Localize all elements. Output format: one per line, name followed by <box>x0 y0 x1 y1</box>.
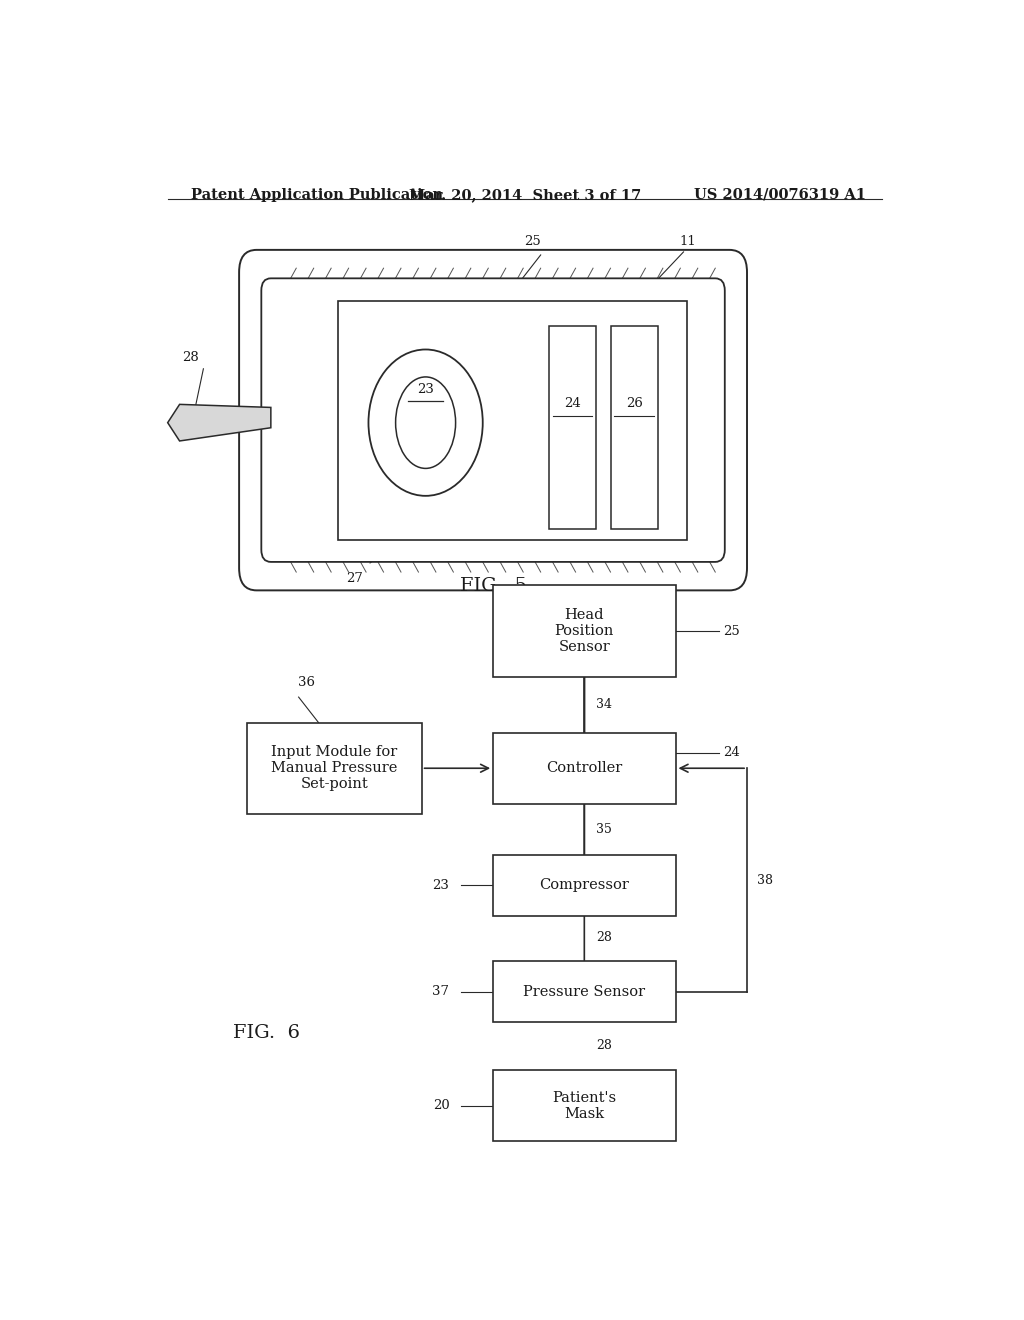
Text: 25: 25 <box>723 624 740 638</box>
Text: 35: 35 <box>596 822 612 836</box>
Text: 34: 34 <box>596 698 612 710</box>
Text: US 2014/0076319 A1: US 2014/0076319 A1 <box>694 187 866 202</box>
Text: 36: 36 <box>298 676 315 689</box>
FancyBboxPatch shape <box>261 279 725 562</box>
Text: 26: 26 <box>626 397 643 409</box>
Text: 28: 28 <box>596 932 612 945</box>
Text: 38: 38 <box>757 874 772 887</box>
Text: 28: 28 <box>182 351 199 364</box>
Bar <box>494 585 676 677</box>
Bar <box>494 1071 676 1142</box>
Text: FIG.  6: FIG. 6 <box>233 1024 300 1043</box>
Text: Input Module for
Manual Pressure
Set-point: Input Module for Manual Pressure Set-poi… <box>271 744 397 792</box>
Ellipse shape <box>395 378 456 469</box>
Text: 24: 24 <box>723 747 740 759</box>
Bar <box>494 854 676 916</box>
Text: FIG.  5: FIG. 5 <box>460 577 526 595</box>
Text: 23: 23 <box>432 879 450 891</box>
Text: 24: 24 <box>564 397 581 409</box>
Text: Compressor: Compressor <box>540 878 630 892</box>
Text: 20: 20 <box>433 1100 450 1113</box>
Circle shape <box>369 350 482 496</box>
Text: 25: 25 <box>524 235 541 248</box>
Text: Controller: Controller <box>546 762 623 775</box>
Text: 27: 27 <box>346 572 364 585</box>
Text: 28: 28 <box>596 1039 612 1052</box>
Text: Patient's
Mask: Patient's Mask <box>552 1090 616 1121</box>
Bar <box>549 326 596 529</box>
Bar <box>494 733 676 804</box>
Text: 11: 11 <box>680 235 696 248</box>
Text: Head
Position
Sensor: Head Position Sensor <box>555 607 614 655</box>
Bar <box>610 326 658 529</box>
Bar <box>338 301 687 540</box>
Text: Mar. 20, 2014  Sheet 3 of 17: Mar. 20, 2014 Sheet 3 of 17 <box>409 187 641 202</box>
Polygon shape <box>168 404 270 441</box>
Text: Patent Application Publication: Patent Application Publication <box>191 187 443 202</box>
Bar <box>247 722 422 814</box>
Bar <box>494 961 676 1022</box>
Text: 37: 37 <box>432 985 450 998</box>
FancyBboxPatch shape <box>240 249 748 590</box>
Text: Pressure Sensor: Pressure Sensor <box>523 985 645 999</box>
Text: 23: 23 <box>417 383 434 396</box>
